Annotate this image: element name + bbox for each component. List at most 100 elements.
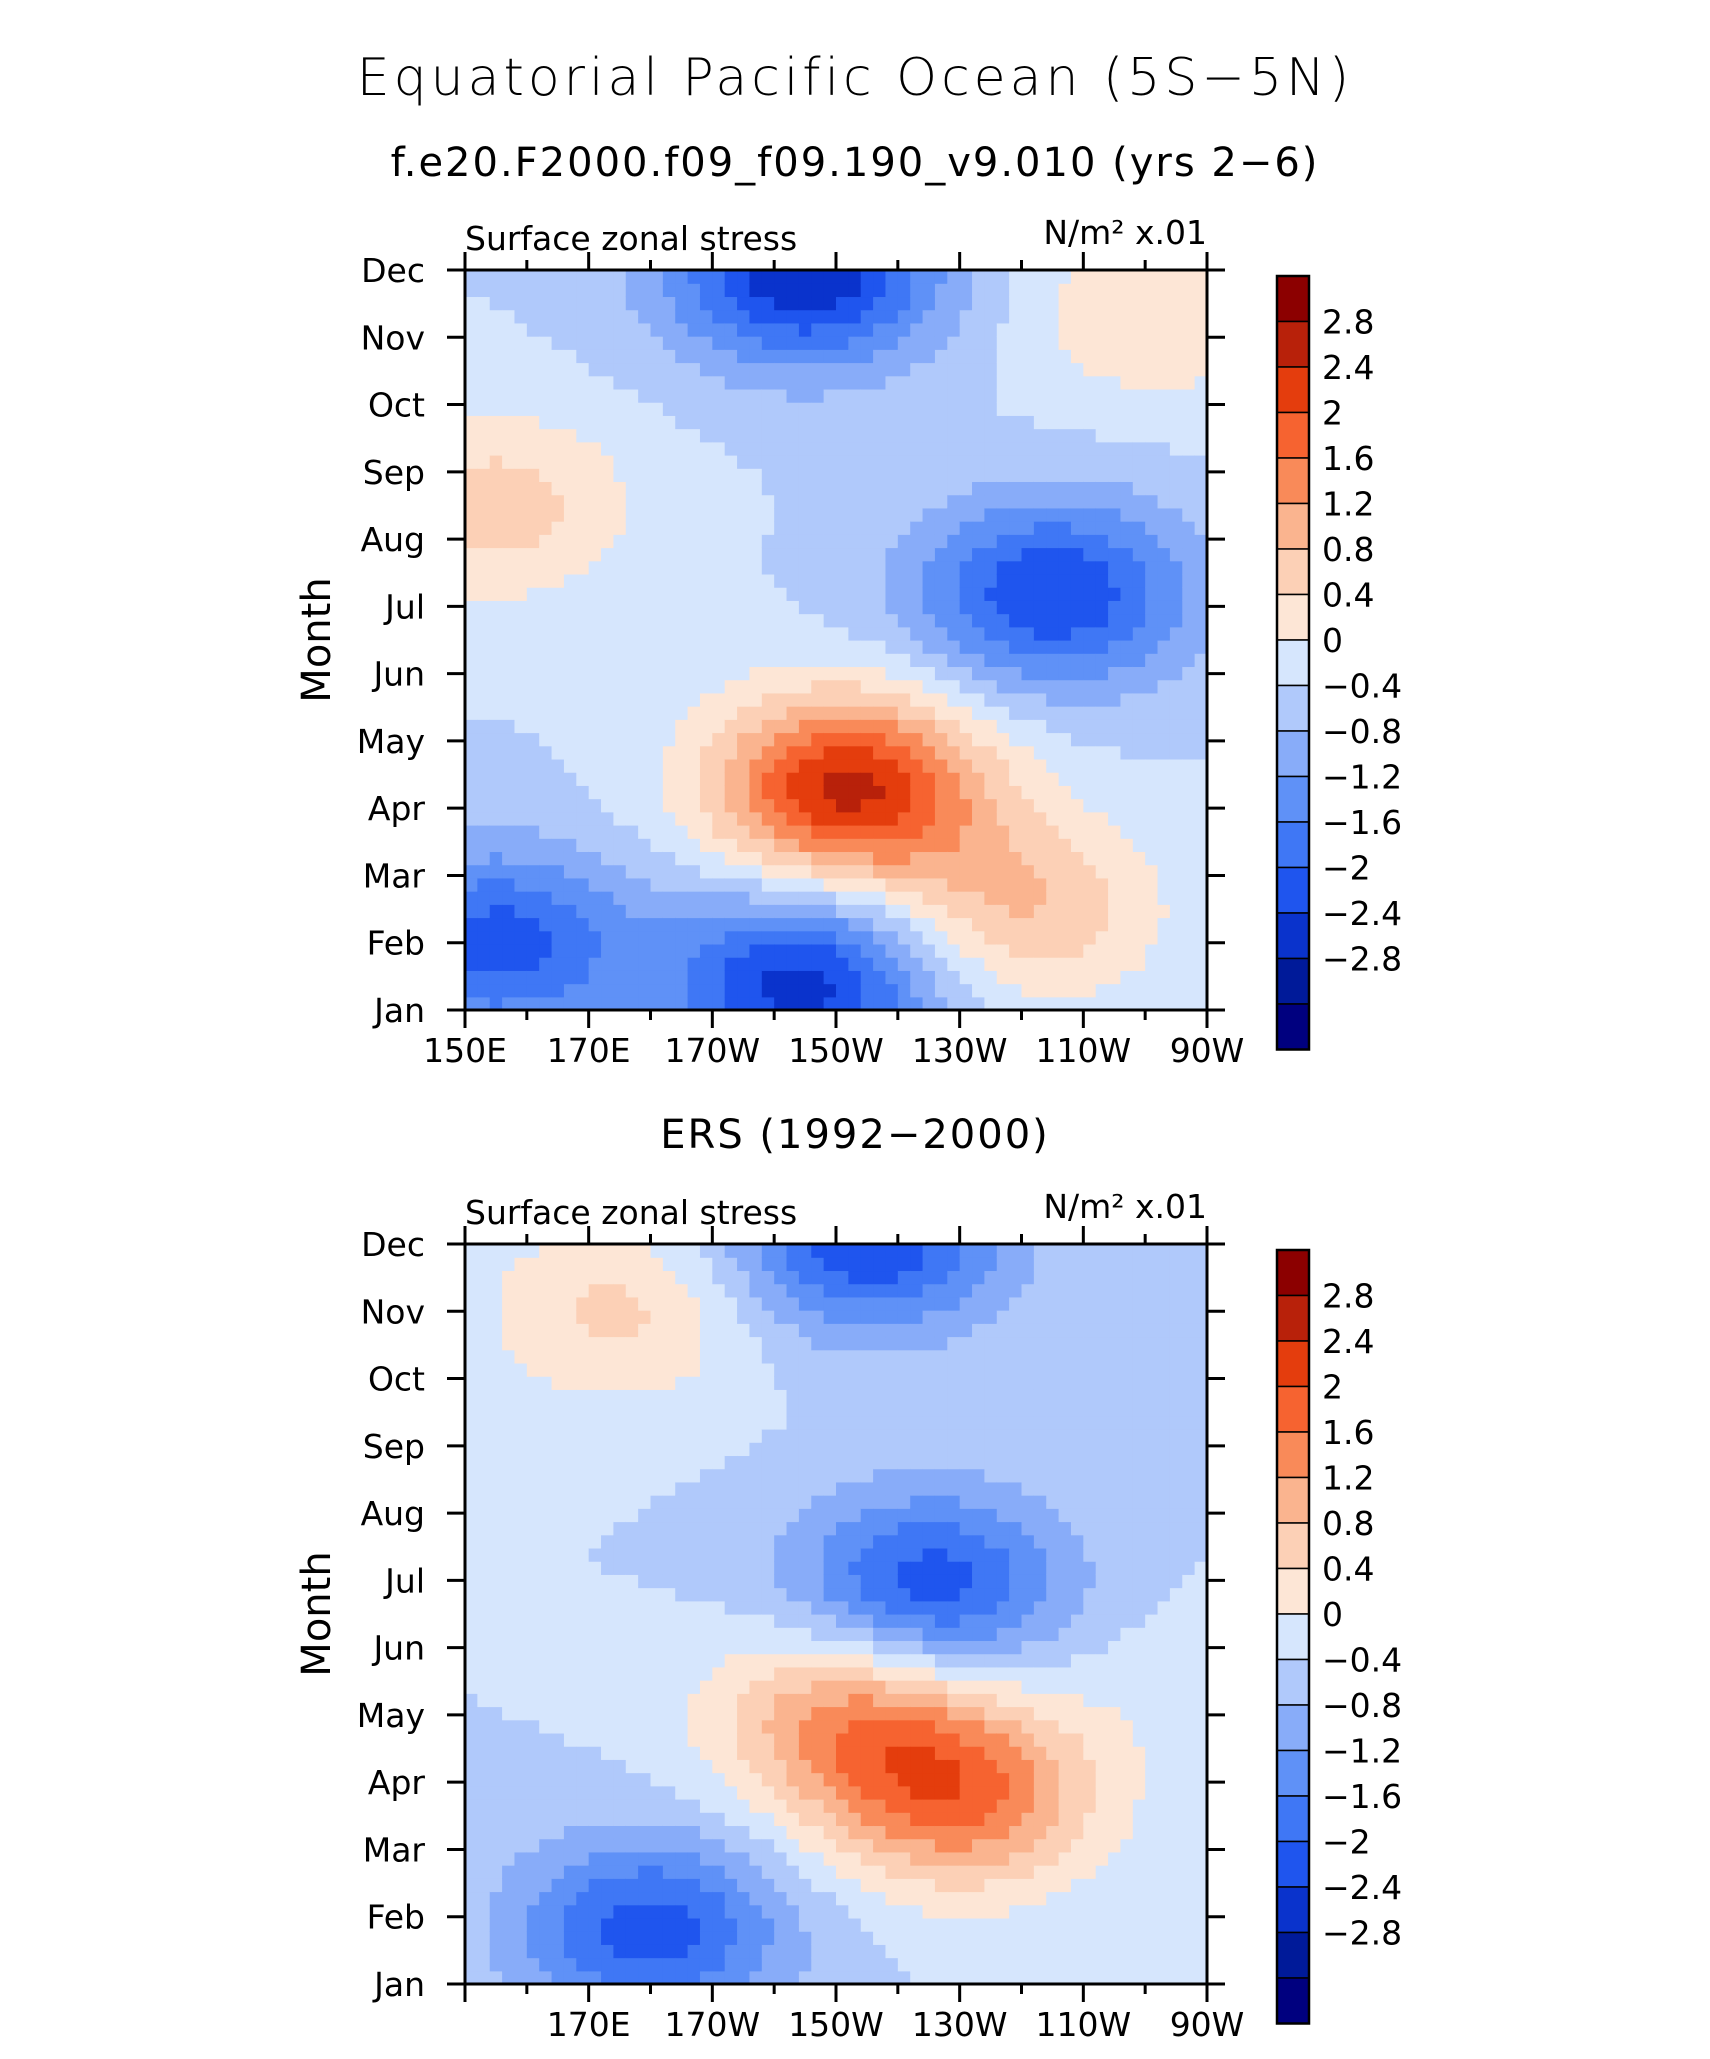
heatmap-cell xyxy=(1009,719,1023,734)
heatmap-cell xyxy=(601,402,614,416)
heatmap-cell xyxy=(514,1759,528,1774)
heatmap-cell xyxy=(1009,455,1023,469)
heatmap-cell xyxy=(737,1561,751,1575)
heatmap-cell xyxy=(860,798,874,813)
heatmap-cell xyxy=(1095,336,1109,350)
heatmap-cell xyxy=(588,362,602,377)
heatmap-cell xyxy=(947,666,961,681)
heatmap-cell xyxy=(539,1600,553,1615)
heatmap-cell xyxy=(601,1812,614,1827)
heatmap-cell xyxy=(514,811,528,826)
heatmap-cell xyxy=(934,428,948,443)
heatmap-cell xyxy=(972,573,985,588)
heatmap-cell xyxy=(551,930,565,945)
heatmap-cell xyxy=(576,1904,590,1919)
heatmap-cell xyxy=(551,1746,565,1760)
heatmap-cell xyxy=(1009,640,1023,654)
heatmap-cell xyxy=(786,1415,800,1430)
heatmap-cell xyxy=(601,336,614,350)
heatmap-cell xyxy=(526,388,540,403)
heatmap-cell xyxy=(885,349,899,364)
heatmap-cell xyxy=(1145,587,1159,601)
heatmap-cell xyxy=(996,758,1010,773)
heatmap-cell xyxy=(638,1376,652,1390)
heatmap-cell xyxy=(563,573,577,588)
heatmap-cell xyxy=(1145,732,1159,747)
heatmap-cell xyxy=(1058,719,1072,734)
heatmap-cell xyxy=(625,692,639,707)
heatmap-cell xyxy=(662,1429,676,1443)
heatmap-cell xyxy=(1169,309,1183,324)
heatmap-cell xyxy=(873,560,887,575)
heatmap-cell xyxy=(724,679,738,694)
heatmap-cell xyxy=(699,666,713,681)
heatmap-cell xyxy=(1009,375,1023,390)
heatmap-cell xyxy=(712,1746,726,1760)
heatmap-cell xyxy=(563,653,577,668)
heatmap-cell xyxy=(675,534,689,549)
heatmap-cell xyxy=(836,640,849,654)
heatmap-cell xyxy=(984,455,998,469)
heatmap-cell xyxy=(675,1653,689,1668)
heatmap-cell xyxy=(1083,375,1097,390)
colorbar-segment xyxy=(1276,912,1310,960)
heatmap-cell xyxy=(1157,877,1171,892)
heatmap-cell xyxy=(625,1970,639,1984)
heatmap-cell xyxy=(848,375,862,390)
heatmap-cell xyxy=(477,455,491,469)
heatmap-cell xyxy=(836,745,849,760)
heatmap-cell xyxy=(1182,547,1196,562)
heatmap-cell xyxy=(489,1759,503,1774)
heatmap-cell xyxy=(1108,745,1122,760)
heatmap-cell xyxy=(576,772,590,786)
heatmap-cell xyxy=(650,468,664,483)
heatmap-cell xyxy=(638,1772,652,1787)
heatmap-cell xyxy=(601,706,614,720)
heatmap-cell xyxy=(1021,402,1035,416)
heatmap-cell xyxy=(1009,573,1023,588)
heatmap-cell xyxy=(662,270,676,284)
heatmap-cell xyxy=(984,864,998,879)
heatmap-cell xyxy=(786,983,800,998)
heatmap-cell xyxy=(638,1534,652,1549)
heatmap-cell xyxy=(774,692,788,707)
heatmap-cell xyxy=(1169,798,1183,813)
heatmap-cell xyxy=(1108,983,1122,998)
heatmap-cell xyxy=(539,1878,553,1893)
heatmap-cell xyxy=(885,930,899,945)
heatmap-cell xyxy=(848,943,862,958)
heatmap-cell xyxy=(1046,679,1060,694)
heatmap-cell xyxy=(1083,322,1097,337)
heatmap-cell xyxy=(1095,653,1109,668)
heatmap-cell xyxy=(984,587,998,601)
heatmap-cell xyxy=(984,534,998,549)
heatmap-cell xyxy=(514,745,528,760)
heatmap-cell xyxy=(576,943,590,958)
heatmap-cell xyxy=(1046,996,1060,1010)
heatmap-cell xyxy=(465,481,478,496)
heatmap-cell xyxy=(786,1931,800,1945)
heatmap-cell xyxy=(984,507,998,522)
heatmap-cell xyxy=(477,507,491,522)
heatmap-cell xyxy=(922,838,936,853)
heatmap-cell xyxy=(539,481,553,496)
heatmap-cell xyxy=(526,732,540,747)
heatmap-cell xyxy=(712,1376,726,1390)
heatmap-cell xyxy=(1169,322,1183,337)
heatmap-cell xyxy=(650,798,664,813)
heatmap-cell xyxy=(724,1547,738,1562)
heatmap-cell xyxy=(489,1495,503,1509)
heatmap-cell xyxy=(749,1759,763,1774)
heatmap-cell xyxy=(774,640,788,654)
heatmap-cell xyxy=(959,573,973,588)
heatmap-cell xyxy=(724,1732,738,1747)
heatmap-cell xyxy=(662,732,676,747)
heatmap-cell xyxy=(774,428,788,443)
heatmap-cell xyxy=(576,891,590,905)
heatmap-cell xyxy=(576,1759,590,1774)
heatmap-cell xyxy=(687,1495,701,1509)
heatmap-cell xyxy=(1046,877,1060,892)
heatmap-cell xyxy=(662,1719,676,1734)
heatmap-cell xyxy=(984,692,998,707)
heatmap-cell xyxy=(526,1706,540,1721)
